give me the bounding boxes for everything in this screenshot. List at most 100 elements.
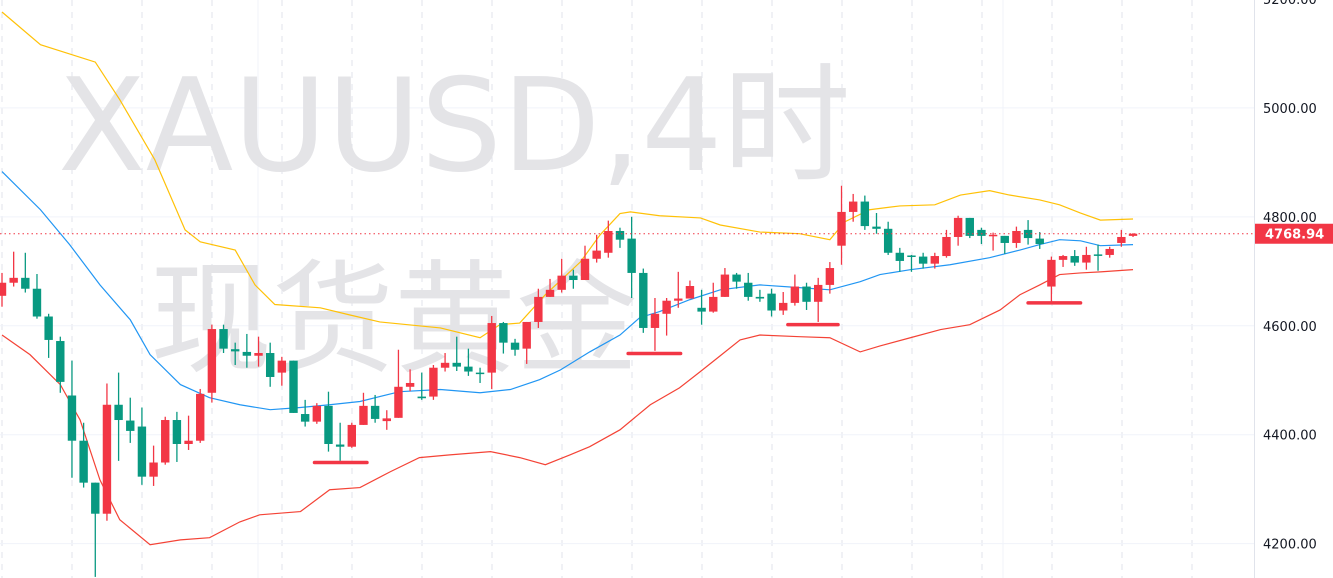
candle-body [487,323,496,373]
candle-body [883,228,893,253]
candle-body [464,366,473,372]
candle-body [114,404,123,421]
candle [895,247,905,272]
candle-body [779,302,788,311]
candle-body [615,230,625,240]
candle [464,348,473,376]
candle-body [44,316,53,340]
support-marks [312,301,1083,465]
candle [837,185,846,265]
candle [557,258,566,293]
candle [545,278,555,297]
candle [860,195,870,230]
candle [219,324,228,354]
candle [335,422,345,461]
candle [720,268,730,297]
candle-body [335,444,345,447]
candle-body [697,307,706,312]
candle [32,274,42,319]
candle [1105,246,1114,258]
candle-body [137,426,147,477]
candle [942,229,951,258]
candle [1117,229,1126,247]
candle-body [988,234,998,237]
candle [907,254,916,272]
candle [977,227,986,245]
candle-body [674,298,683,301]
candle-body [977,229,986,236]
candle-body [9,277,18,283]
candle-body [452,362,461,367]
candle [196,388,205,443]
candle-body [534,296,543,322]
candle [1093,244,1103,271]
candle [405,369,415,392]
candle [172,411,182,462]
candle [662,297,671,336]
candle [697,289,706,325]
candle [56,336,65,393]
candle [1082,246,1091,270]
candle-body [872,226,881,229]
candle [988,232,998,251]
candle [149,445,158,486]
candle [67,360,77,478]
candle-body [161,420,170,463]
candle-body [196,393,205,441]
candle-body [837,211,846,246]
candle [1035,232,1044,249]
candle-body [231,349,240,352]
candle [883,221,893,255]
candle-body [440,362,450,368]
candle-body [324,405,333,444]
candle [242,333,252,368]
candle-body [907,255,916,257]
candle [300,399,310,427]
price-axis[interactable]: 5200.00 5000.00 4800.00 4600.00 4400.00 4200.… [1254,0,1333,578]
candle [604,220,613,258]
candle [615,227,625,248]
candle-body [942,236,951,257]
watermark-name: 现货黄金 [150,249,638,391]
candle [592,234,601,263]
candle-body [592,250,601,259]
candle-body [184,440,193,444]
candle-body [277,360,287,373]
candle [161,416,170,465]
candle [312,403,322,424]
candle-body [744,282,753,297]
candle-body [709,296,718,312]
candle-body [848,201,858,212]
candle-body [21,277,30,289]
candle-body [650,313,660,328]
price-tick-label: 4400.00 [1263,429,1317,444]
candle [44,313,53,358]
candle-body [767,293,776,311]
candle [9,251,18,287]
candle-body [545,289,555,297]
candle [487,315,496,389]
candle [394,349,403,418]
candle [767,288,776,317]
candle [1058,254,1068,267]
candle-body [604,230,613,253]
candle-body [149,462,158,477]
last-price-badge [1255,223,1333,244]
candle [21,252,30,293]
candle-body [265,353,275,377]
candle-body [242,351,252,356]
candle-body [627,238,636,273]
candle [627,216,636,298]
candle [953,215,963,246]
candle-body [219,329,228,349]
price-tick-label: 4800.00 [1263,211,1317,226]
candle-body [79,440,88,483]
candle-body [300,414,310,422]
candle [79,422,88,488]
candle-body [429,367,438,397]
candle [102,383,112,521]
bollinger-middle-line [1,171,1134,411]
candle [1128,233,1138,237]
